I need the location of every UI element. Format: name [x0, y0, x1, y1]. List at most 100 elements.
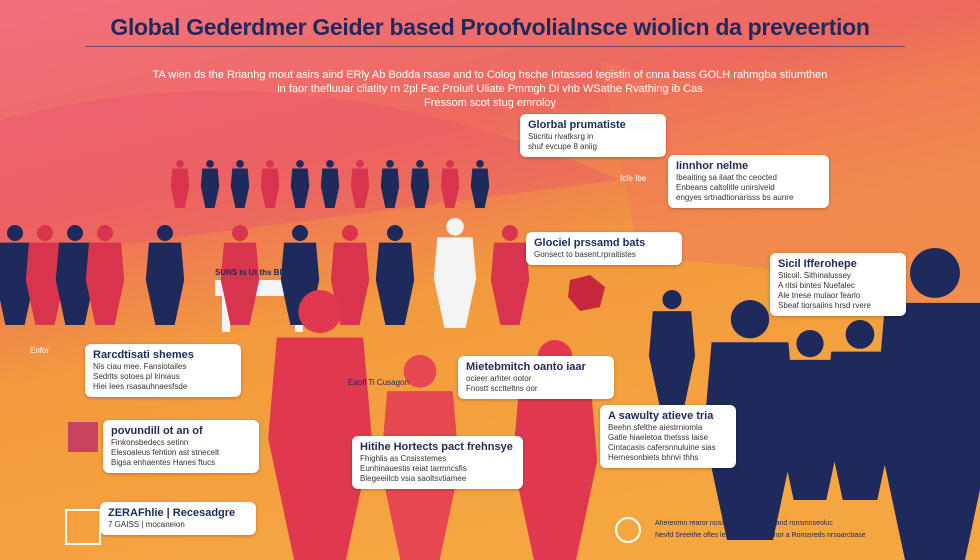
callout: Sicil Ifferohepe Sticoil. Sithinalussey A … — [770, 253, 906, 316]
person-head — [206, 160, 214, 168]
callout: A sawulty atieve tria Beehn sfelthe aiest… — [600, 405, 736, 468]
person-body — [490, 242, 530, 325]
wave — [0, 90, 620, 260]
callout-text: Elesoaleus fehtion ast stnecelt — [111, 448, 220, 457]
person-head — [176, 160, 184, 168]
person-body — [55, 242, 95, 325]
callout-text: Eunhinauestis reiat tarmncsfis — [360, 464, 467, 473]
callout-text: Enbeans caltolitle unirsiveid — [676, 183, 775, 192]
callout-text: engyes srtnadtionarisss bs aunre — [676, 193, 794, 202]
person-head — [37, 225, 53, 241]
callout-heading: Glorbal prumatiste — [528, 119, 626, 131]
callout-text: Nis ciau mee. Fansiotailes — [93, 362, 187, 371]
person-head — [157, 225, 173, 241]
person-head — [236, 160, 244, 168]
callout-heading: Mietebmitch oanto iaar — [466, 361, 586, 373]
footer-2: Nevfd Sreeithe ofles lestetnoe ona dd no… — [655, 532, 866, 539]
callout-text: Sticritu rivatksrg in — [528, 132, 594, 141]
person-head — [910, 248, 960, 298]
callout-text: Finkonsbedecs setinn — [111, 438, 189, 447]
person-head — [386, 160, 394, 168]
divider — [85, 46, 905, 47]
person-body — [268, 337, 372, 560]
person-body — [25, 242, 65, 325]
person-body — [320, 168, 340, 208]
person-head — [403, 355, 437, 388]
person-body — [470, 168, 490, 208]
intro-line: Fressom scot stug emroloy — [423, 97, 557, 109]
person-body — [200, 168, 220, 208]
person-head — [387, 225, 403, 241]
intro-line: in faor thefluuar cliatity rn 2pl Fac Pr… — [277, 83, 703, 95]
person-body — [0, 242, 35, 325]
person-body — [260, 168, 280, 208]
person-head — [298, 290, 342, 334]
callout: ZERAFhlie | Recesadgre 7 GAISS | mocaneio… — [100, 502, 256, 535]
person-head — [446, 160, 454, 168]
person-body — [85, 242, 125, 325]
callout: povundill ot an of Finkonsbedecs setinn El… — [103, 420, 259, 473]
person-body — [380, 168, 400, 208]
crowd — [0, 160, 980, 560]
title: Global Gederdmer Geider based Proofvolia… — [110, 14, 870, 40]
callout: Hitihe Hortects pact frehnsye Fhighlis as… — [352, 436, 523, 489]
callout-text: Fhighlis as Cnsisstemes — [360, 454, 447, 463]
person-head — [476, 160, 484, 168]
callout-heading: Iinnhor nelme — [676, 160, 749, 172]
callout-text: ocieer arhter ootor — [466, 374, 532, 383]
callout-text: Sticoil. Sithinalussey — [778, 271, 851, 280]
podium-label: SUNS ts Ut ths BNNE — [215, 268, 297, 277]
person-body — [145, 242, 185, 325]
person-head — [845, 320, 875, 349]
person-body — [230, 168, 250, 208]
person-head — [796, 330, 824, 358]
person-body — [703, 342, 797, 540]
callout-heading: ZERAFhlie | Recesadgre — [108, 507, 236, 519]
person-body — [777, 359, 843, 500]
callout: Glociel prssamd bats Gonsect to basent,rp… — [526, 232, 682, 265]
person-head — [342, 225, 358, 241]
person-head — [446, 218, 464, 236]
callout-heading: A sawulty atieve tria — [608, 410, 714, 422]
person-body — [375, 242, 415, 325]
intro: TA wien ds the Rrianhg mout asirs aind E… — [60, 68, 920, 110]
person-body — [170, 168, 190, 208]
callout-text: A ritsi bintes Nuefalec — [778, 281, 855, 290]
callout-text: Ibeaiting sa ilaat thc ceocted — [676, 173, 777, 182]
callout-text: Ale tnese mulaor fearlo — [778, 291, 861, 300]
person-head — [97, 225, 113, 241]
callout-text: Hiei Iees rsasauhnaesfsde — [93, 382, 188, 391]
person-body — [290, 168, 310, 208]
person-body — [330, 242, 370, 325]
callout-heading: Hitihe Hortects pact frehnsye — [360, 441, 513, 453]
callout: Mietebmitch oanto iaar ocieer arhter ooto… — [458, 356, 614, 399]
person-head — [67, 225, 83, 241]
callout-text: Beehn sfelthe aiestrniomla — [608, 423, 703, 432]
map-icon — [568, 275, 605, 311]
tag: fcfe Ibe — [620, 174, 647, 183]
person-head — [502, 225, 518, 241]
person-body — [220, 242, 260, 325]
person-head — [266, 160, 274, 168]
person-head — [416, 160, 424, 168]
callout-text: Fnostt scctteltns oor — [466, 384, 538, 393]
callout-text: Gonsect to basent,rpraitistes — [534, 250, 636, 259]
callout: Glorbal prumatiste Sticritu rivatksrg in s… — [520, 114, 666, 157]
person-head — [662, 290, 682, 310]
person-head — [292, 225, 308, 241]
callout: Rarcdtisati shemes Nis ciau mee. Fansiota… — [85, 344, 241, 397]
callout-text: Bigsa enhaentes Hanes ftucs — [111, 458, 216, 467]
person-body — [825, 351, 895, 500]
person-body — [512, 378, 598, 560]
person-head — [7, 225, 23, 241]
person-body — [410, 168, 430, 208]
callout-text: Gatle hiaeletoa thetsss laise — [608, 433, 709, 442]
callout-heading: Glociel prssamd bats — [534, 237, 646, 249]
callout: Iinnhor nelme Ibeaiting sa ilaat thc ceoc… — [668, 155, 829, 208]
callout-heading: povundill ot an of — [111, 425, 203, 437]
callout-text: shuf evcupe 8 aniig — [528, 142, 597, 151]
person-head — [356, 160, 364, 168]
side-label: Enfor — [30, 346, 50, 355]
intro-line: TA wien ds the Rrianhg mout asirs aind E… — [152, 69, 828, 81]
